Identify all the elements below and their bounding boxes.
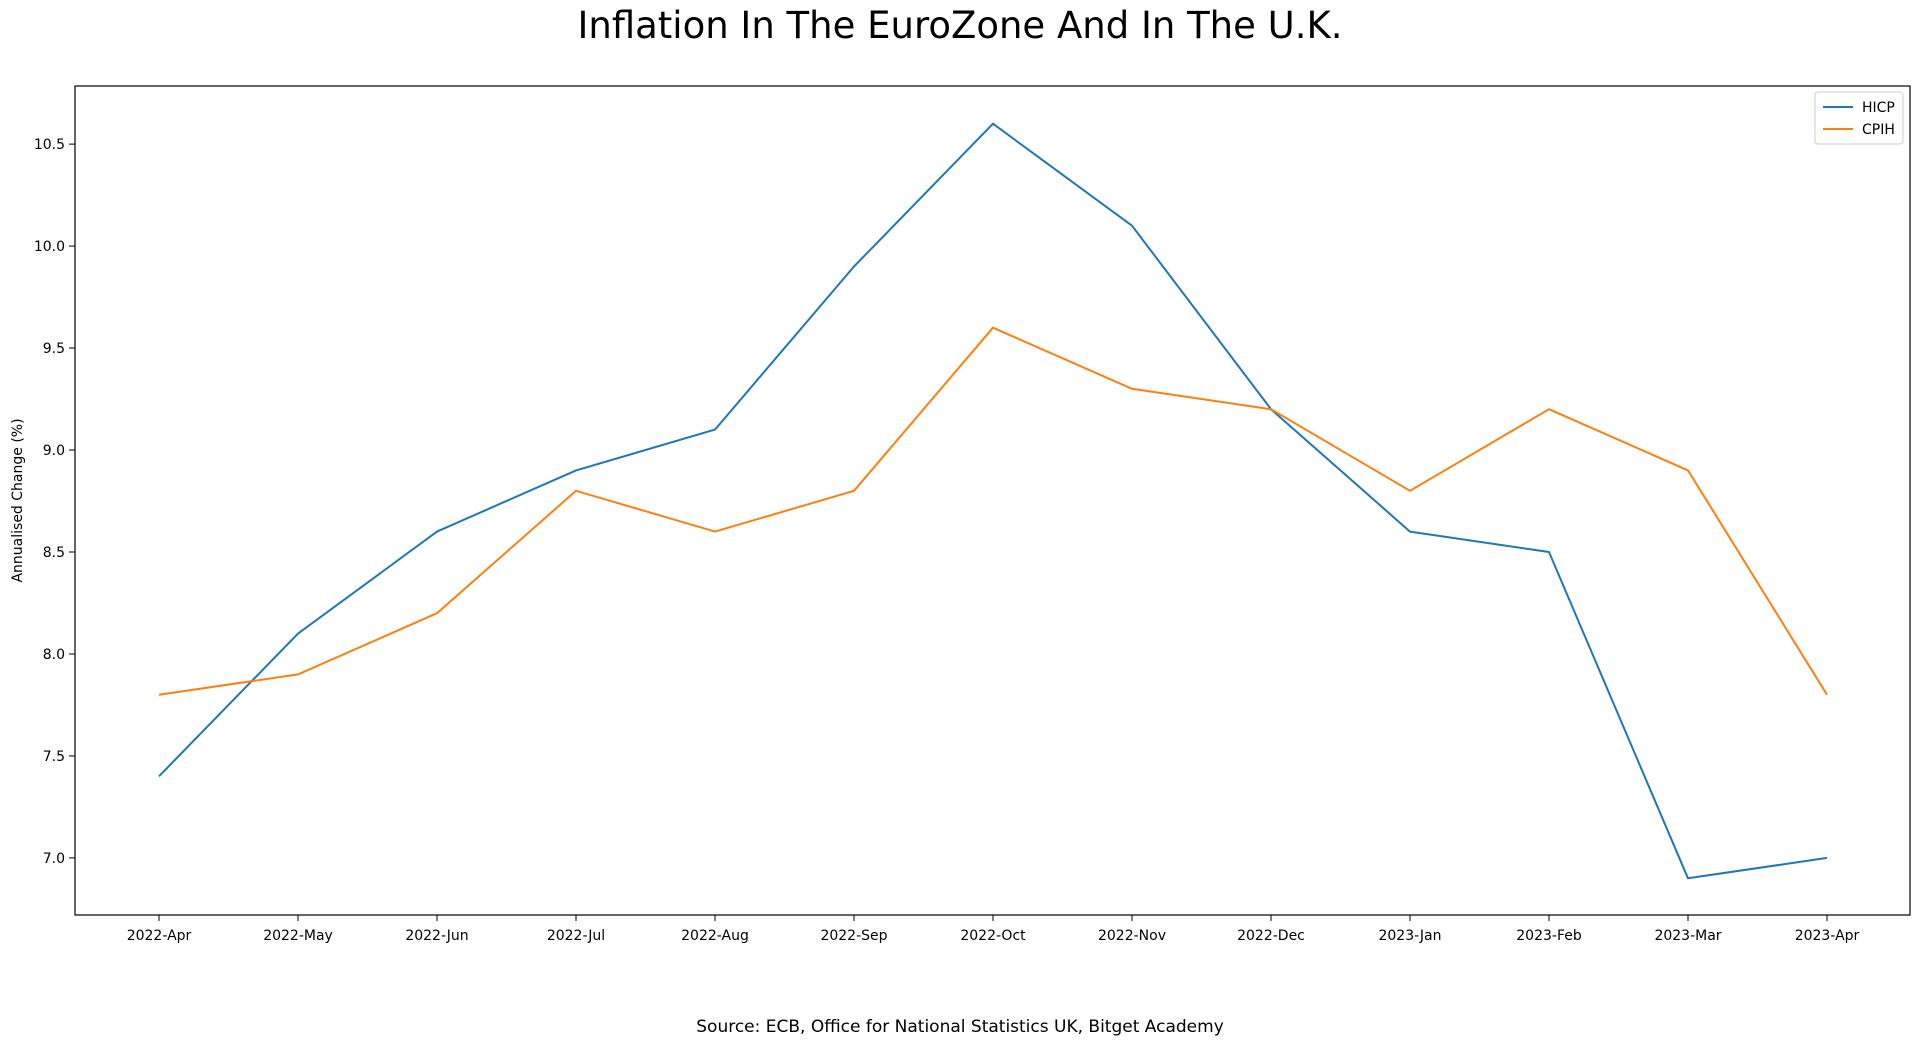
legend-label-cpih: CPIH — [1862, 122, 1895, 138]
plot-frame — [74, 85, 1911, 916]
x-tick-label: 2023-Feb — [1516, 928, 1582, 944]
x-tick-label: 2022-Jul — [547, 928, 605, 944]
series-line-hicp — [158, 122, 1828, 880]
source-note: Source: ECB, Office for National Statist… — [696, 1017, 1224, 1037]
y-tick-label: 10.0 — [34, 239, 65, 255]
y-tick-label: 7.0 — [43, 851, 65, 867]
legend: HICP CPIH — [1814, 91, 1904, 145]
y-tick-label: 8.5 — [43, 545, 65, 561]
y-tick-label: 9.5 — [43, 341, 65, 357]
y-tick-label: 10.5 — [34, 137, 65, 153]
x-tick-label: 2022-Jun — [405, 928, 468, 944]
x-tick-label: 2023-Mar — [1654, 928, 1721, 944]
legend-label-hicp: HICP — [1862, 100, 1895, 116]
x-tick-label: 2023-Jan — [1378, 928, 1441, 944]
chart-title: Inflation In The EuroZone And In The U.K… — [577, 4, 1343, 47]
y-axis-label: Annualised Change (%) — [10, 418, 26, 582]
series-lines — [158, 122, 1828, 880]
x-tick-label: 2022-Sep — [820, 928, 887, 944]
y-tick-label: 9.0 — [43, 443, 65, 459]
x-tick-label: 2022-Nov — [1098, 928, 1166, 944]
x-tick-label: 2022-Apr — [127, 928, 192, 944]
legend-box — [1814, 91, 1904, 145]
x-tick-label: 2022-Oct — [960, 928, 1026, 944]
x-axis: 2022-Apr 2022-May 2022-Jun 2022-Jul 2022-Aug… — [127, 915, 1860, 944]
y-tick-label: 8.0 — [43, 647, 65, 663]
x-tick-label: 2022-Aug — [681, 928, 749, 944]
y-axis: 7.0 7.5 8.0 8.5 9.0 9.5 10.0 10.5 — [34, 137, 75, 867]
y-tick-label: 7.5 — [43, 749, 65, 765]
x-tick-label: 2022-Dec — [1237, 928, 1305, 944]
x-tick-label: 2023-Apr — [1795, 928, 1860, 944]
x-tick-label: 2022-May — [263, 928, 333, 944]
series-line-cpih — [158, 326, 1828, 696]
